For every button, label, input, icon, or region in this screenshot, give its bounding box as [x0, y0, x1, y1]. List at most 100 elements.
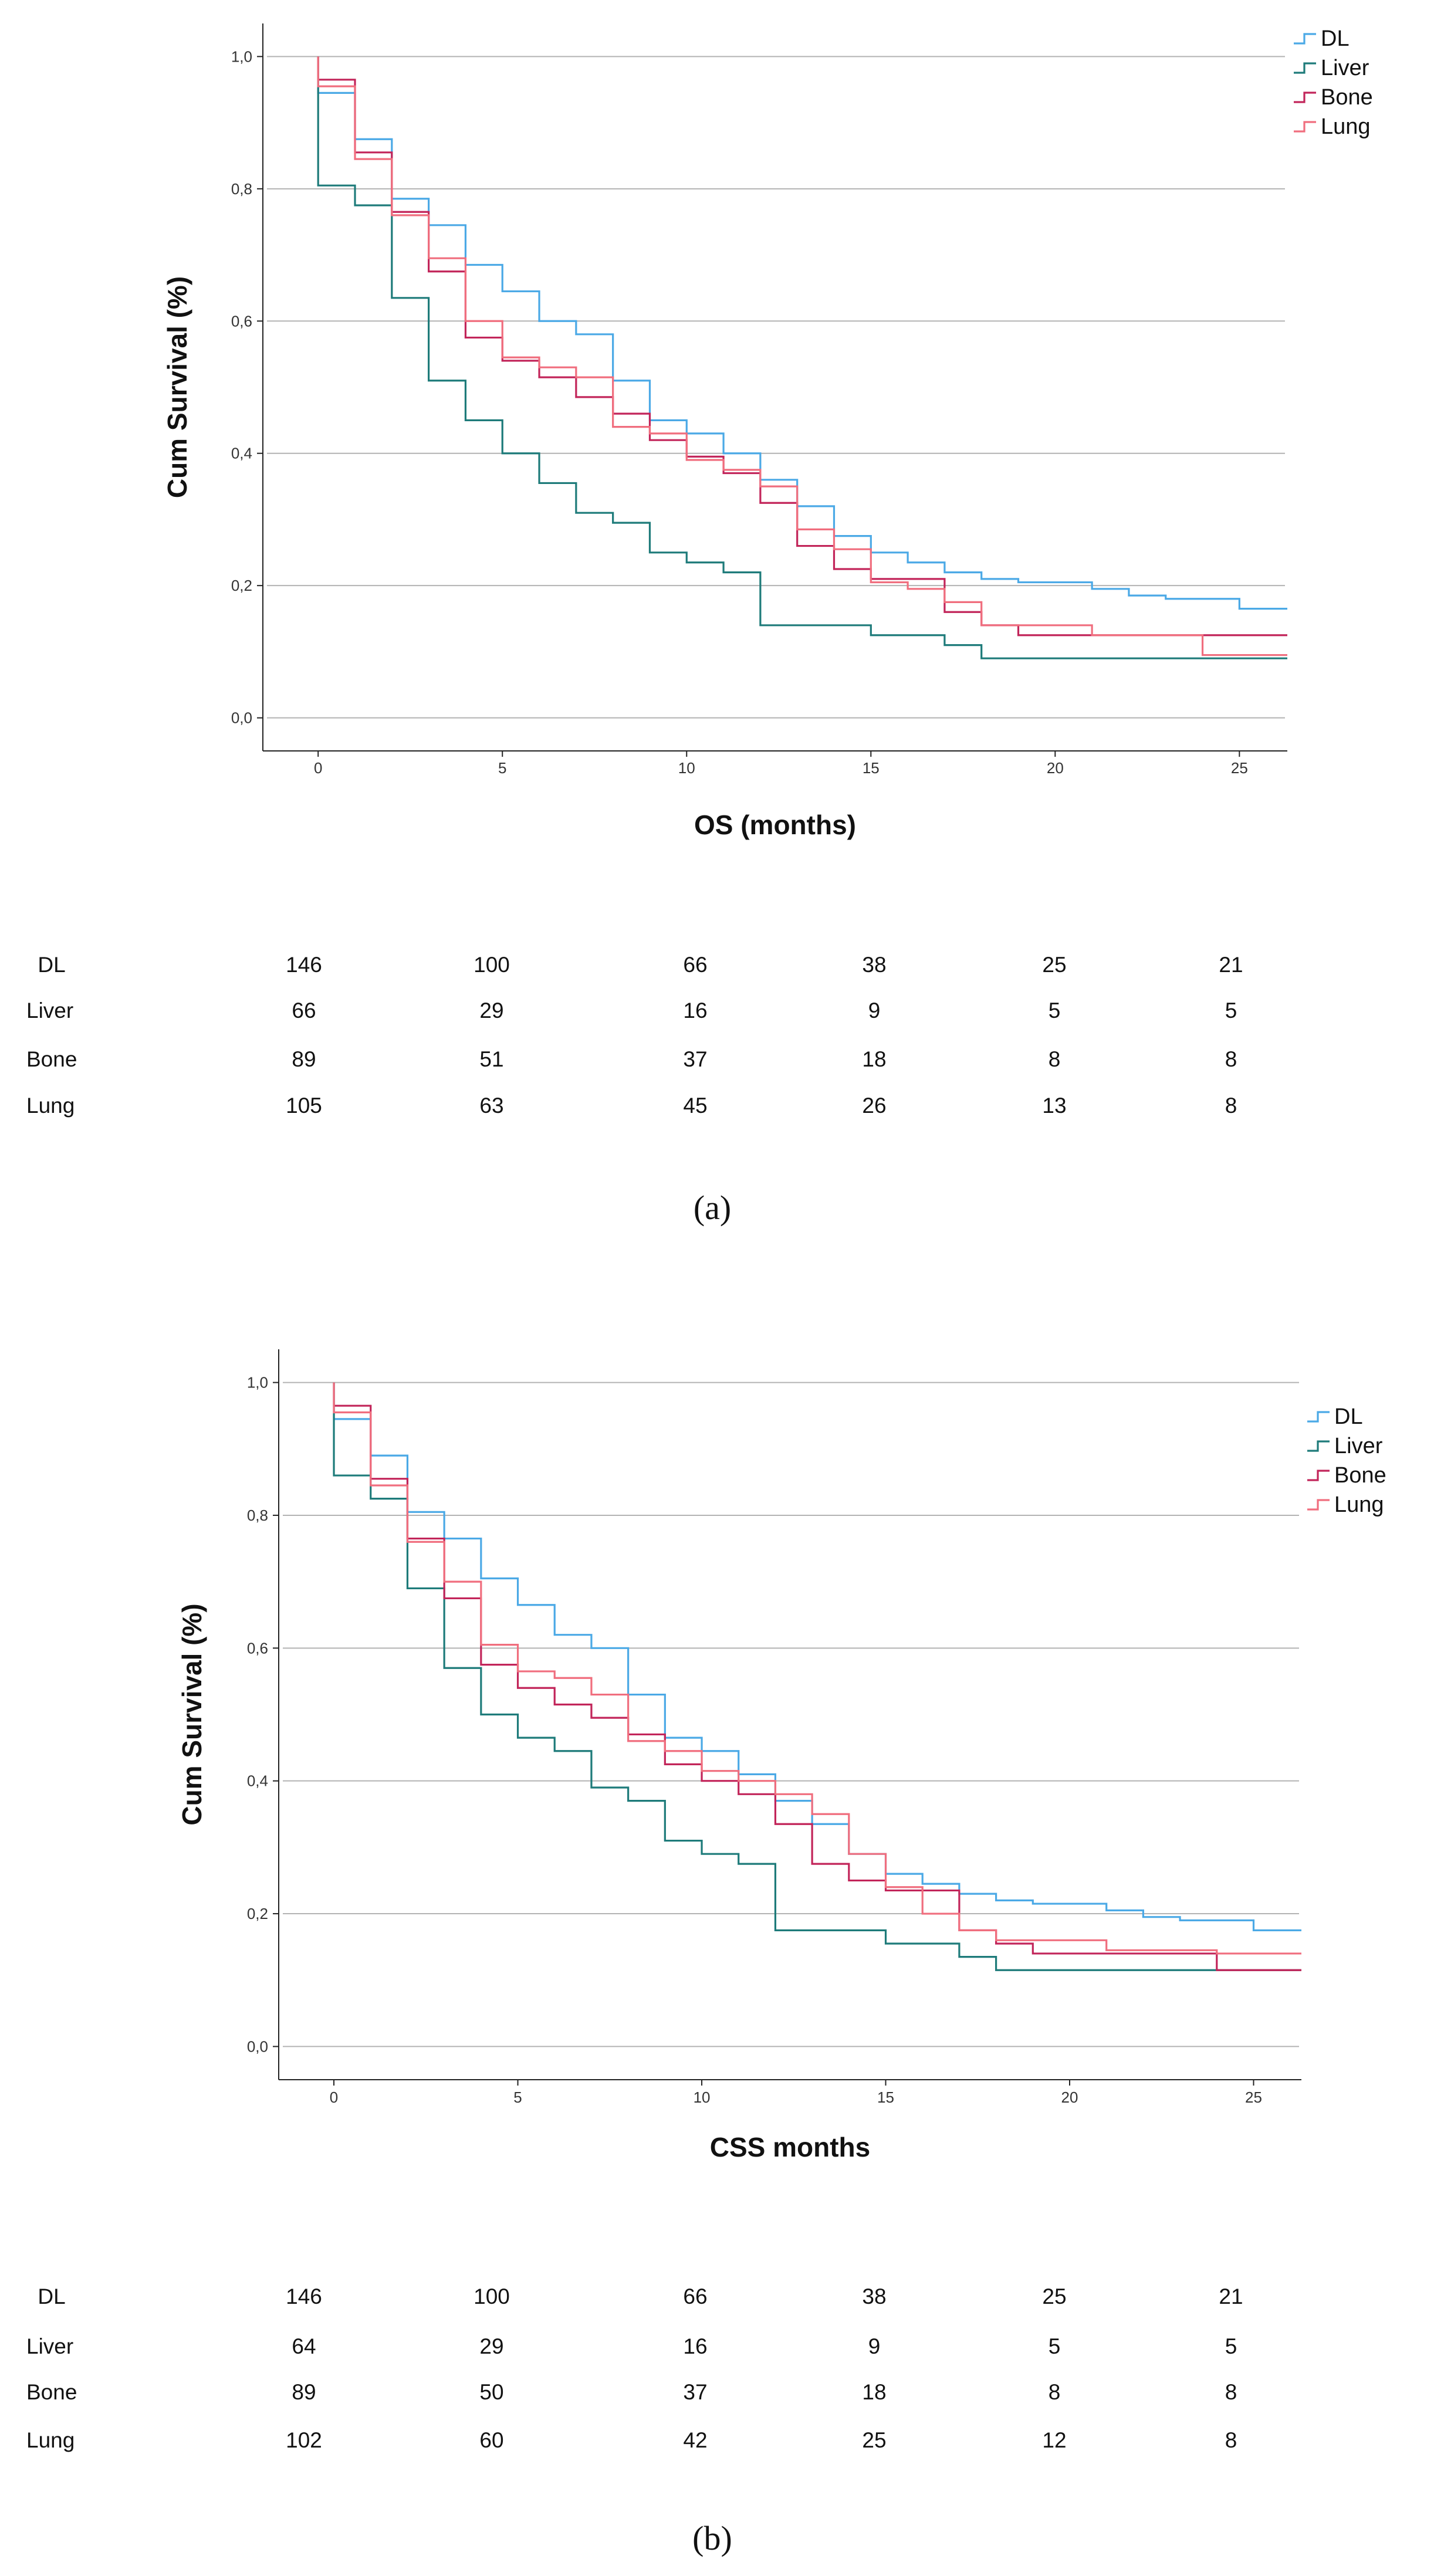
- x-tick-label: 15: [877, 2088, 894, 2106]
- legend-swatch-dl: [1307, 1411, 1330, 1423]
- x-axis-title: CSS months: [710, 2132, 870, 2162]
- risk-table-cell: 100: [474, 2284, 510, 2308]
- risk-table-cell: 42: [683, 2428, 707, 2452]
- risk-table-label-liver: Liver: [26, 2334, 73, 2358]
- x-tick-label: 0: [330, 2088, 338, 2106]
- x-tick-label: 20: [1047, 759, 1064, 777]
- risk-table-cell: 8: [1225, 2380, 1237, 2404]
- y-tick-label: 0,2: [231, 577, 252, 594]
- risk-table-label-dl: DL: [38, 953, 65, 977]
- y-tick-label: 0,6: [231, 312, 252, 330]
- risk-table-label-lung: Lung: [26, 2428, 75, 2452]
- y-axis-title: Cum Survival (%): [177, 1603, 207, 1825]
- series-lung-line: [317, 56, 1287, 656]
- risk-table-cell: 66: [292, 998, 316, 1023]
- risk-table-cell: 66: [683, 2284, 707, 2308]
- series-dl-line: [333, 1382, 1301, 1931]
- risk-table-cell: 5: [1049, 2334, 1061, 2358]
- x-tick-label: 10: [694, 2088, 711, 2106]
- x-tick-label: 20: [1061, 2088, 1078, 2106]
- risk-table-cell: 5: [1049, 998, 1061, 1023]
- risk-table-cell: 50: [479, 2380, 503, 2404]
- x-tick-label: 10: [678, 759, 695, 777]
- series-liver-line: [317, 56, 1287, 659]
- risk-table-cell: 25: [1042, 953, 1066, 977]
- risk-table-cell: 9: [868, 998, 881, 1023]
- risk-table-cell: 29: [479, 998, 503, 1023]
- risk-table-cell: 21: [1219, 953, 1243, 977]
- legend-swatch-liver: [1294, 62, 1316, 74]
- series-bone-line: [333, 1382, 1301, 1971]
- risk-table-label-lung: Lung: [26, 1094, 75, 1118]
- x-tick-label: 5: [513, 2088, 522, 2106]
- legend-swatch-liver: [1307, 1440, 1330, 1452]
- legend-label-bone: Bone: [1321, 85, 1373, 110]
- risk-table-cell: 5: [1225, 2334, 1237, 2358]
- legend-label-bone: Bone: [1334, 1463, 1386, 1488]
- series-liver-line: [333, 1382, 1301, 1971]
- risk-table-cell: 5: [1225, 998, 1237, 1023]
- x-tick-label: 5: [498, 759, 506, 777]
- risk-table-cell: 12: [1042, 2428, 1066, 2452]
- y-tick-label: 0,8: [231, 180, 252, 198]
- y-tick-label: 0,4: [247, 1772, 268, 1790]
- legend-label-dl: DL: [1334, 1404, 1363, 1429]
- risk-table-cell: 8: [1225, 2428, 1237, 2452]
- risk-table-cell: 146: [286, 953, 322, 977]
- legend-label-liver: Liver: [1321, 56, 1369, 80]
- risk-table-cell: 16: [683, 2334, 707, 2358]
- x-tick-label: 0: [314, 759, 322, 777]
- risk-table-cell: 29: [479, 2334, 503, 2358]
- y-tick-label: 0,2: [247, 1905, 268, 1922]
- risk-table-cell: 18: [862, 2380, 886, 2404]
- risk-table-cell: 89: [292, 1047, 316, 1071]
- y-tick-label: 0,6: [247, 1639, 268, 1657]
- x-tick-label: 25: [1245, 2088, 1262, 2106]
- chart-panel-b: 0,0 0,2 0,4 0,6 0,8 1,0 0 5 10 15 20 25 Cum Survival…: [26, 1349, 1386, 2557]
- risk-table-label-dl: DL: [38, 2284, 65, 2308]
- legend-label-lung: Lung: [1321, 114, 1371, 139]
- risk-table-cell: 64: [292, 2334, 316, 2358]
- legend-swatch-lung: [1307, 1499, 1330, 1511]
- risk-table-cell: 21: [1219, 2284, 1243, 2308]
- panel-caption: (b): [692, 2519, 732, 2557]
- y-tick-label: 1,0: [247, 1374, 268, 1392]
- y-tick-label: 0,4: [231, 445, 252, 462]
- risk-table-cell: 63: [479, 1094, 503, 1118]
- risk-table-cell: 8: [1225, 1047, 1237, 1071]
- risk-table-cell: 18: [862, 1047, 886, 1071]
- risk-table-cell: 38: [862, 2284, 886, 2308]
- risk-table-label-bone: Bone: [26, 1047, 77, 1071]
- x-axis-title: OS (months): [694, 810, 856, 840]
- risk-table-cell: 51: [479, 1047, 503, 1071]
- legend-swatch-lung: [1294, 121, 1316, 133]
- legend-swatch-bone: [1294, 92, 1316, 103]
- panel-caption: (a): [694, 1189, 731, 1227]
- risk-table-cell: 25: [1042, 2284, 1066, 2308]
- risk-table-cell: 37: [683, 2380, 707, 2404]
- risk-table-cell: 13: [1042, 1094, 1066, 1118]
- risk-table-label-liver: Liver: [26, 998, 73, 1023]
- series-dl-line: [317, 56, 1287, 610]
- risk-table-cell: 8: [1049, 1047, 1061, 1071]
- risk-table-cell: 9: [868, 2334, 881, 2358]
- legend-label-dl: DL: [1321, 26, 1350, 51]
- risk-table-cell: 146: [286, 2284, 322, 2308]
- risk-table-cell: 105: [286, 1094, 322, 1118]
- x-tick-label: 25: [1231, 759, 1248, 777]
- y-tick-label: 0,0: [231, 709, 252, 727]
- risk-table-cell: 25: [862, 2428, 886, 2452]
- risk-table-cell: 100: [474, 953, 510, 977]
- risk-table-cell: 45: [683, 1094, 707, 1118]
- risk-table-label-bone: Bone: [26, 2380, 77, 2404]
- x-tick-label: 15: [863, 759, 880, 777]
- legend-swatch-bone: [1307, 1470, 1330, 1481]
- chart-panel-a: 0,0 0,2 0,4 0,6 0,8 1,0 0 5 10 15 20 25 Cum Survival…: [26, 23, 1373, 1227]
- risk-table-cell: 8: [1049, 2380, 1061, 2404]
- risk-table-cell: 38: [862, 953, 886, 977]
- legend-swatch-dl: [1294, 33, 1316, 45]
- y-tick-label: 1,0: [231, 48, 252, 65]
- y-tick-label: 0,8: [247, 1507, 268, 1524]
- risk-table-cell: 102: [286, 2428, 322, 2452]
